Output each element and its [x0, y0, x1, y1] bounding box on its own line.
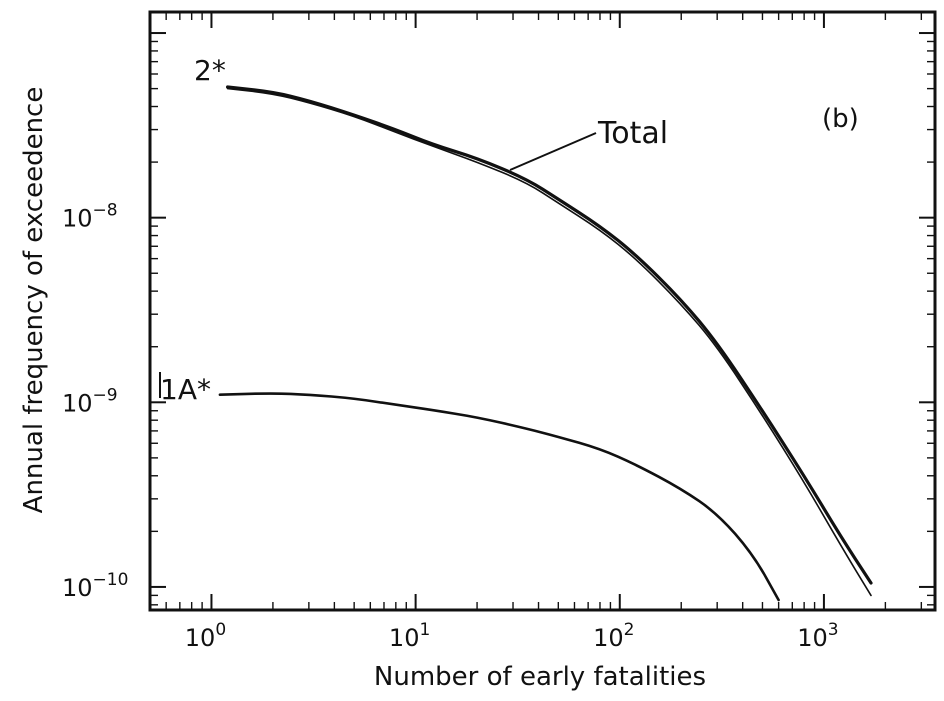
- total-leader-line: [509, 132, 597, 171]
- series-line-total: [226, 87, 872, 597]
- y-tick-label: 10−8: [62, 201, 118, 233]
- y-tick-label: 10−9: [62, 385, 118, 417]
- panel-label: (b): [822, 104, 859, 134]
- y-axis-label: Annual frequency of exceedence: [19, 87, 49, 514]
- plot-frame: [148, 10, 937, 612]
- label-1astar: 1A*: [160, 373, 211, 406]
- series-curves: [218, 85, 873, 602]
- tick-labels: 100 101 102 103 10−8 10−9 10−10: [62, 201, 839, 652]
- series-line-1astar: [218, 392, 780, 602]
- axis-ticks: [149, 12, 935, 610]
- y-tick-label: 10−10: [62, 570, 128, 602]
- x-tick-label: 101: [389, 620, 430, 652]
- label-2star: 2*: [194, 54, 226, 87]
- label-total: Total: [597, 116, 668, 151]
- series-line-2star: [226, 85, 873, 585]
- x-tick-label: 103: [797, 620, 838, 652]
- x-tick-label: 100: [185, 620, 226, 652]
- x-tick-label: 102: [593, 620, 634, 652]
- x-axis-label: Number of early fatalities: [374, 662, 706, 692]
